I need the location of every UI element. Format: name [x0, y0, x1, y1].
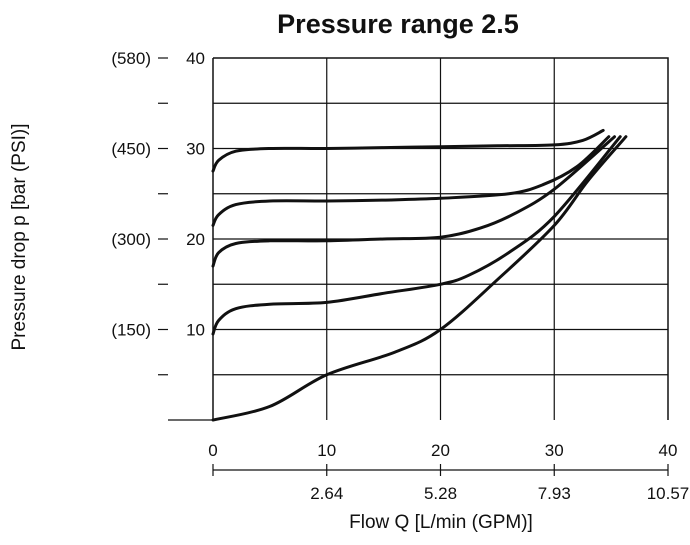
x-tick-label: 0: [208, 441, 217, 460]
x-tick-label: 20: [431, 441, 450, 460]
x-secondary-tick-label: 5.28: [424, 484, 457, 503]
y-tick-label: 40: [186, 49, 205, 68]
y-tick-label: 30: [186, 140, 205, 159]
series-line-2: [211, 135, 622, 336]
x-secondary-tick-label: 10.57: [647, 484, 690, 503]
y-axis-label: Pressure drop p [bar (PSI)]: [9, 123, 30, 350]
chart-title: Pressure range 2.5: [277, 9, 519, 39]
x-secondary-tick-label: 7.93: [538, 484, 571, 503]
axes: 10 20 30 40 (150) (300) (450) (580) 0 10 20 30 40 2.6…: [111, 49, 689, 503]
x-axis-label: Flow Q [L/min (GPM)]: [349, 512, 533, 533]
x-tick-label: 40: [659, 441, 678, 460]
x-secondary-tick-label: 2.64: [310, 484, 343, 503]
series-line-1: [211, 135, 628, 422]
series-line-4: [211, 135, 611, 227]
y-secondary-tick-label: (300): [111, 230, 151, 249]
y-secondary-tick-label: (150): [111, 321, 151, 340]
x-tick-label: 10: [317, 441, 336, 460]
y-tick-label: 20: [186, 230, 205, 249]
plot-frame: [213, 57, 669, 420]
series-line-3: [211, 135, 616, 268]
x-tick-label: 30: [545, 441, 564, 460]
y-secondary-tick-label: (580): [111, 49, 151, 68]
y-secondary-tick-label: (450): [111, 140, 151, 159]
series-layer: [211, 128, 628, 422]
plot-grid: [168, 57, 669, 421]
y-tick-label: 10: [186, 321, 205, 340]
series-line-5: [211, 128, 605, 173]
